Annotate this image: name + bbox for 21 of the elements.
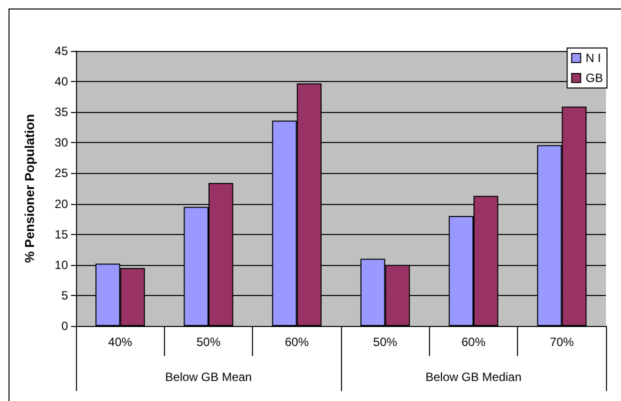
y-tick-label: 35 — [54, 105, 68, 120]
y-tick-label: 10 — [54, 258, 68, 272]
x-tick-label: 50% — [196, 335, 221, 349]
y-axis-title: % Pensioner Population — [22, 114, 37, 263]
y-tick-label: 30 — [54, 136, 68, 150]
y-tick-label: 0 — [61, 319, 68, 333]
y-tick-label: 45 — [54, 44, 68, 58]
x-tick-label: 60% — [461, 335, 486, 349]
text: Below GB Median — [425, 370, 522, 384]
x-tick-label: 60% — [284, 335, 310, 349]
x-tick-label: 70% — [550, 335, 574, 349]
x-tick-label: 50% — [373, 335, 398, 349]
y-tick-label: 15 — [54, 227, 68, 242]
y-tick-label: 20 — [54, 196, 68, 211]
x-tick-label: 40% — [108, 335, 132, 349]
y-tick-label: 40 — [54, 74, 68, 89]
y-tick-label: 25 — [54, 166, 68, 180]
text: Below GB Mean — [165, 370, 252, 384]
y-tick-label: 5 — [61, 288, 68, 302]
legend-label: GB — [586, 71, 604, 85]
legend-label: N I — [586, 51, 602, 65]
